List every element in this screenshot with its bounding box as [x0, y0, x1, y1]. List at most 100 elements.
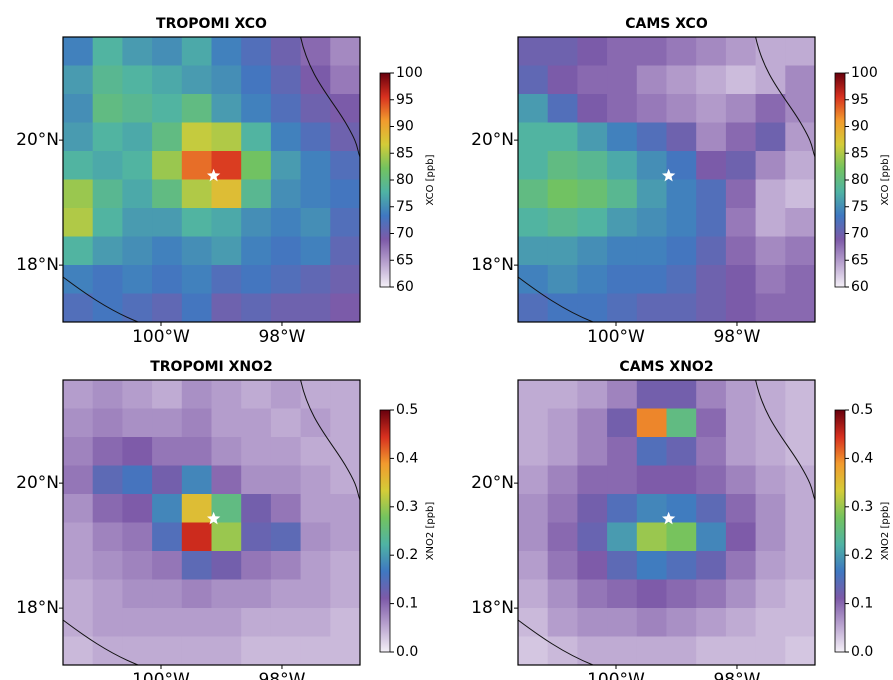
heat-cell — [726, 37, 756, 66]
heat-cell — [607, 551, 637, 580]
heat-cell — [667, 608, 697, 637]
heat-cell — [696, 37, 726, 66]
heat-cell — [93, 94, 123, 123]
heat-cell — [726, 237, 756, 266]
colorbar-tick-label: 60 — [396, 279, 414, 295]
heat-cell — [182, 380, 212, 409]
heat-cell — [696, 66, 726, 95]
heat-cell — [548, 437, 578, 466]
heat-cell — [518, 265, 548, 294]
heat-cell — [548, 294, 578, 323]
heat-cell — [577, 66, 607, 95]
heat-cell — [518, 294, 548, 323]
heat-cell — [330, 94, 360, 123]
heat-cell — [756, 180, 786, 209]
heat-cell — [548, 380, 578, 409]
heat-cell — [122, 523, 152, 552]
heat-cell — [577, 466, 607, 495]
heat-cell — [785, 180, 815, 209]
heat-cell — [667, 265, 697, 294]
heat-cell — [726, 551, 756, 580]
heat-cell — [241, 180, 271, 209]
colorbar-tick-label: 70 — [851, 226, 869, 242]
heat-cell — [330, 551, 360, 580]
heat-cell — [182, 437, 212, 466]
heat-cell — [756, 466, 786, 495]
heat-cell — [122, 551, 152, 580]
heat-cell — [667, 294, 697, 323]
heat-cell — [330, 37, 360, 66]
heat-cell — [301, 123, 331, 152]
heat-cell — [301, 294, 331, 323]
colorbar-tick-label: 65 — [851, 252, 869, 268]
colorbar-tick-label: 85 — [396, 145, 414, 161]
heat-cell — [271, 608, 301, 637]
heat-cell — [241, 151, 271, 180]
heat-cell — [726, 409, 756, 438]
heat-cell — [63, 180, 93, 209]
panel: TROPOMI XNO2100°W98°W18°N20°N0.00.10.20.… — [16, 359, 436, 680]
heat-cell — [152, 237, 182, 266]
heat-cell — [330, 523, 360, 552]
heat-cell — [785, 637, 815, 666]
heat-cell — [330, 580, 360, 609]
heat-cell — [548, 494, 578, 523]
heat-cell — [330, 409, 360, 438]
heat-cell — [330, 494, 360, 523]
heat-cell — [301, 409, 331, 438]
heat-cell — [577, 580, 607, 609]
heat-cell — [577, 237, 607, 266]
heat-cell — [271, 265, 301, 294]
heat-cell — [785, 409, 815, 438]
heat-cell — [271, 494, 301, 523]
heat-cell — [756, 294, 786, 323]
heat-cell — [607, 466, 637, 495]
heat-cell — [63, 151, 93, 180]
heat-cell — [518, 66, 548, 95]
heat-cell — [212, 265, 242, 294]
heat-cell — [637, 580, 667, 609]
heat-cell — [696, 437, 726, 466]
colorbar-tick-label: 0.1 — [396, 596, 418, 612]
heat-cell — [301, 580, 331, 609]
heat-cell — [756, 208, 786, 237]
heat-cell — [667, 437, 697, 466]
panel: CAMS XNO2100°W98°W18°N20°N0.00.10.20.30.… — [471, 359, 891, 680]
heat-cell — [241, 94, 271, 123]
heat-cell — [182, 180, 212, 209]
heat-cell — [63, 66, 93, 95]
heat-cell — [548, 265, 578, 294]
heat-cell — [271, 409, 301, 438]
heat-cell — [667, 180, 697, 209]
heat-cell — [241, 66, 271, 95]
heat-cell — [548, 523, 578, 552]
heat-cell — [548, 180, 578, 209]
heat-cell — [785, 580, 815, 609]
heat-cell — [330, 437, 360, 466]
heat-cell — [301, 608, 331, 637]
heat-cell — [518, 123, 548, 152]
heat-cell — [301, 437, 331, 466]
colorbar — [835, 73, 845, 287]
heat-cell — [577, 208, 607, 237]
heat-cell — [518, 237, 548, 266]
heat-cell — [152, 66, 182, 95]
colorbar-tick-label: 0.2 — [851, 547, 873, 563]
heat-cell — [182, 580, 212, 609]
heat-cell — [726, 637, 756, 666]
heat-cell — [241, 37, 271, 66]
heat-cell — [756, 523, 786, 552]
heat-cell — [212, 466, 242, 495]
heat-cell — [122, 265, 152, 294]
heat-cell — [726, 437, 756, 466]
heat-cell — [548, 409, 578, 438]
heat-cell — [152, 494, 182, 523]
heat-cell — [637, 237, 667, 266]
heat-cell — [726, 494, 756, 523]
heat-cell — [182, 294, 212, 323]
heat-cell — [330, 180, 360, 209]
heat-cell — [241, 294, 271, 323]
y-tick-label: 20°N — [471, 473, 514, 493]
heat-cell — [607, 437, 637, 466]
